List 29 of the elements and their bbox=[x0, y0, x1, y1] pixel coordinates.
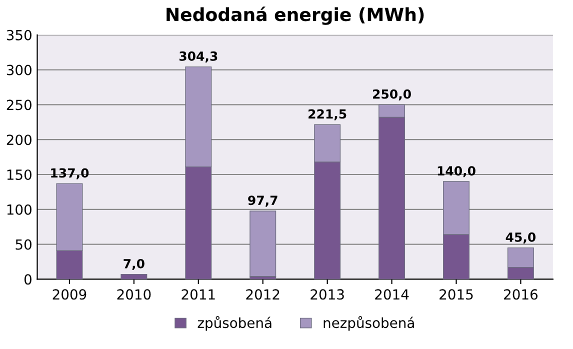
x-tick-label: 2010 bbox=[117, 289, 151, 300]
bar bbox=[120, 274, 148, 280]
y-tick-label: 200 bbox=[6, 134, 32, 146]
y-tick-label: 50 bbox=[16, 239, 32, 250]
y-tick-label: 300 bbox=[6, 64, 32, 76]
total-label: 45,0 bbox=[506, 232, 536, 244]
total-label: 140,0 bbox=[438, 166, 476, 178]
x-tick-label: 2009 bbox=[52, 289, 86, 300]
x-tick-label: 2015 bbox=[440, 289, 473, 300]
total-label: 250,0 bbox=[373, 89, 411, 100]
total-label: 221,5 bbox=[308, 109, 346, 120]
total-label: 137,0 bbox=[51, 168, 89, 180]
x-tick-label: 2014 bbox=[375, 289, 409, 300]
total-label: 304,3 bbox=[179, 51, 218, 62]
legend-label: nezpůsobená bbox=[324, 316, 414, 331]
chart-title: Nedodaná energie (MWh) bbox=[166, 6, 424, 25]
y-tick-label: 350 bbox=[6, 30, 32, 40]
total-label: 7,0 bbox=[124, 258, 144, 270]
legend-label: způsobená bbox=[198, 316, 272, 331]
x-tick-label: 2016 bbox=[504, 289, 538, 300]
y-tick-label: 150 bbox=[7, 169, 32, 180]
x-tick-label: 2012 bbox=[246, 289, 280, 300]
y-tick-label: 250 bbox=[6, 100, 32, 110]
total-label: 97,7 bbox=[248, 196, 278, 207]
x-tick-label: 2013 bbox=[310, 289, 344, 300]
y-tick-label: 0 bbox=[24, 274, 32, 285]
bar bbox=[250, 210, 276, 277]
x-tick-label: 2011 bbox=[182, 289, 215, 300]
y-tick-label: 100 bbox=[7, 204, 32, 215]
